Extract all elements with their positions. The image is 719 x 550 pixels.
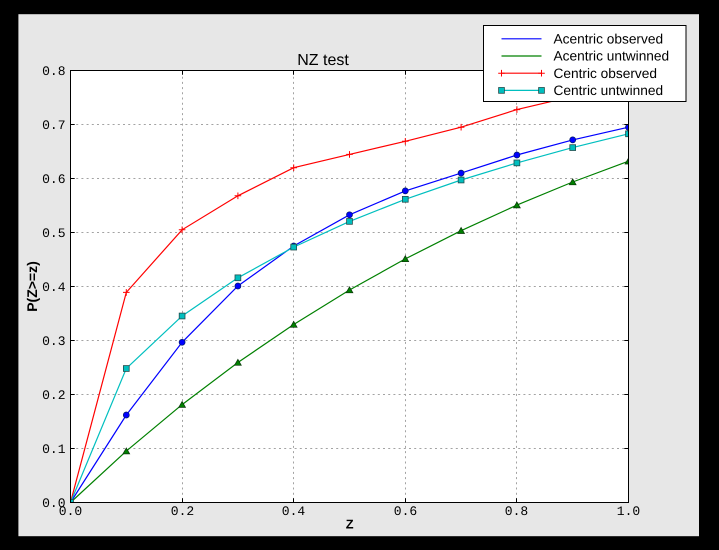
svg-text:0.6: 0.6 bbox=[394, 504, 417, 519]
svg-text:0.4: 0.4 bbox=[282, 504, 306, 519]
svg-text:0.6: 0.6 bbox=[42, 172, 65, 187]
svg-text:0.4: 0.4 bbox=[42, 280, 66, 295]
svg-text:Acentric untwinned: Acentric untwinned bbox=[554, 49, 670, 64]
svg-text:0.0: 0.0 bbox=[59, 504, 82, 519]
svg-text:P(Z>=z): P(Z>=z) bbox=[24, 261, 40, 312]
svg-text:NZ test: NZ test bbox=[297, 52, 349, 69]
svg-text:0.1: 0.1 bbox=[42, 442, 66, 457]
svg-text:0.0: 0.0 bbox=[42, 496, 65, 511]
svg-text:Centric untwinned: Centric untwinned bbox=[554, 83, 664, 98]
svg-text:0.8: 0.8 bbox=[505, 504, 528, 519]
svg-text:0.2: 0.2 bbox=[171, 504, 194, 519]
svg-text:Centric observed: Centric observed bbox=[554, 66, 657, 81]
svg-text:0.2: 0.2 bbox=[42, 388, 65, 403]
svg-text:1.0: 1.0 bbox=[617, 504, 640, 519]
svg-text:0.8: 0.8 bbox=[42, 64, 65, 79]
svg-text:Acentric observed: Acentric observed bbox=[554, 31, 664, 46]
svg-text:0.5: 0.5 bbox=[42, 226, 65, 241]
svg-text:Z: Z bbox=[346, 517, 354, 532]
svg-text:0.7: 0.7 bbox=[42, 118, 65, 133]
svg-text:0.3: 0.3 bbox=[42, 334, 65, 349]
